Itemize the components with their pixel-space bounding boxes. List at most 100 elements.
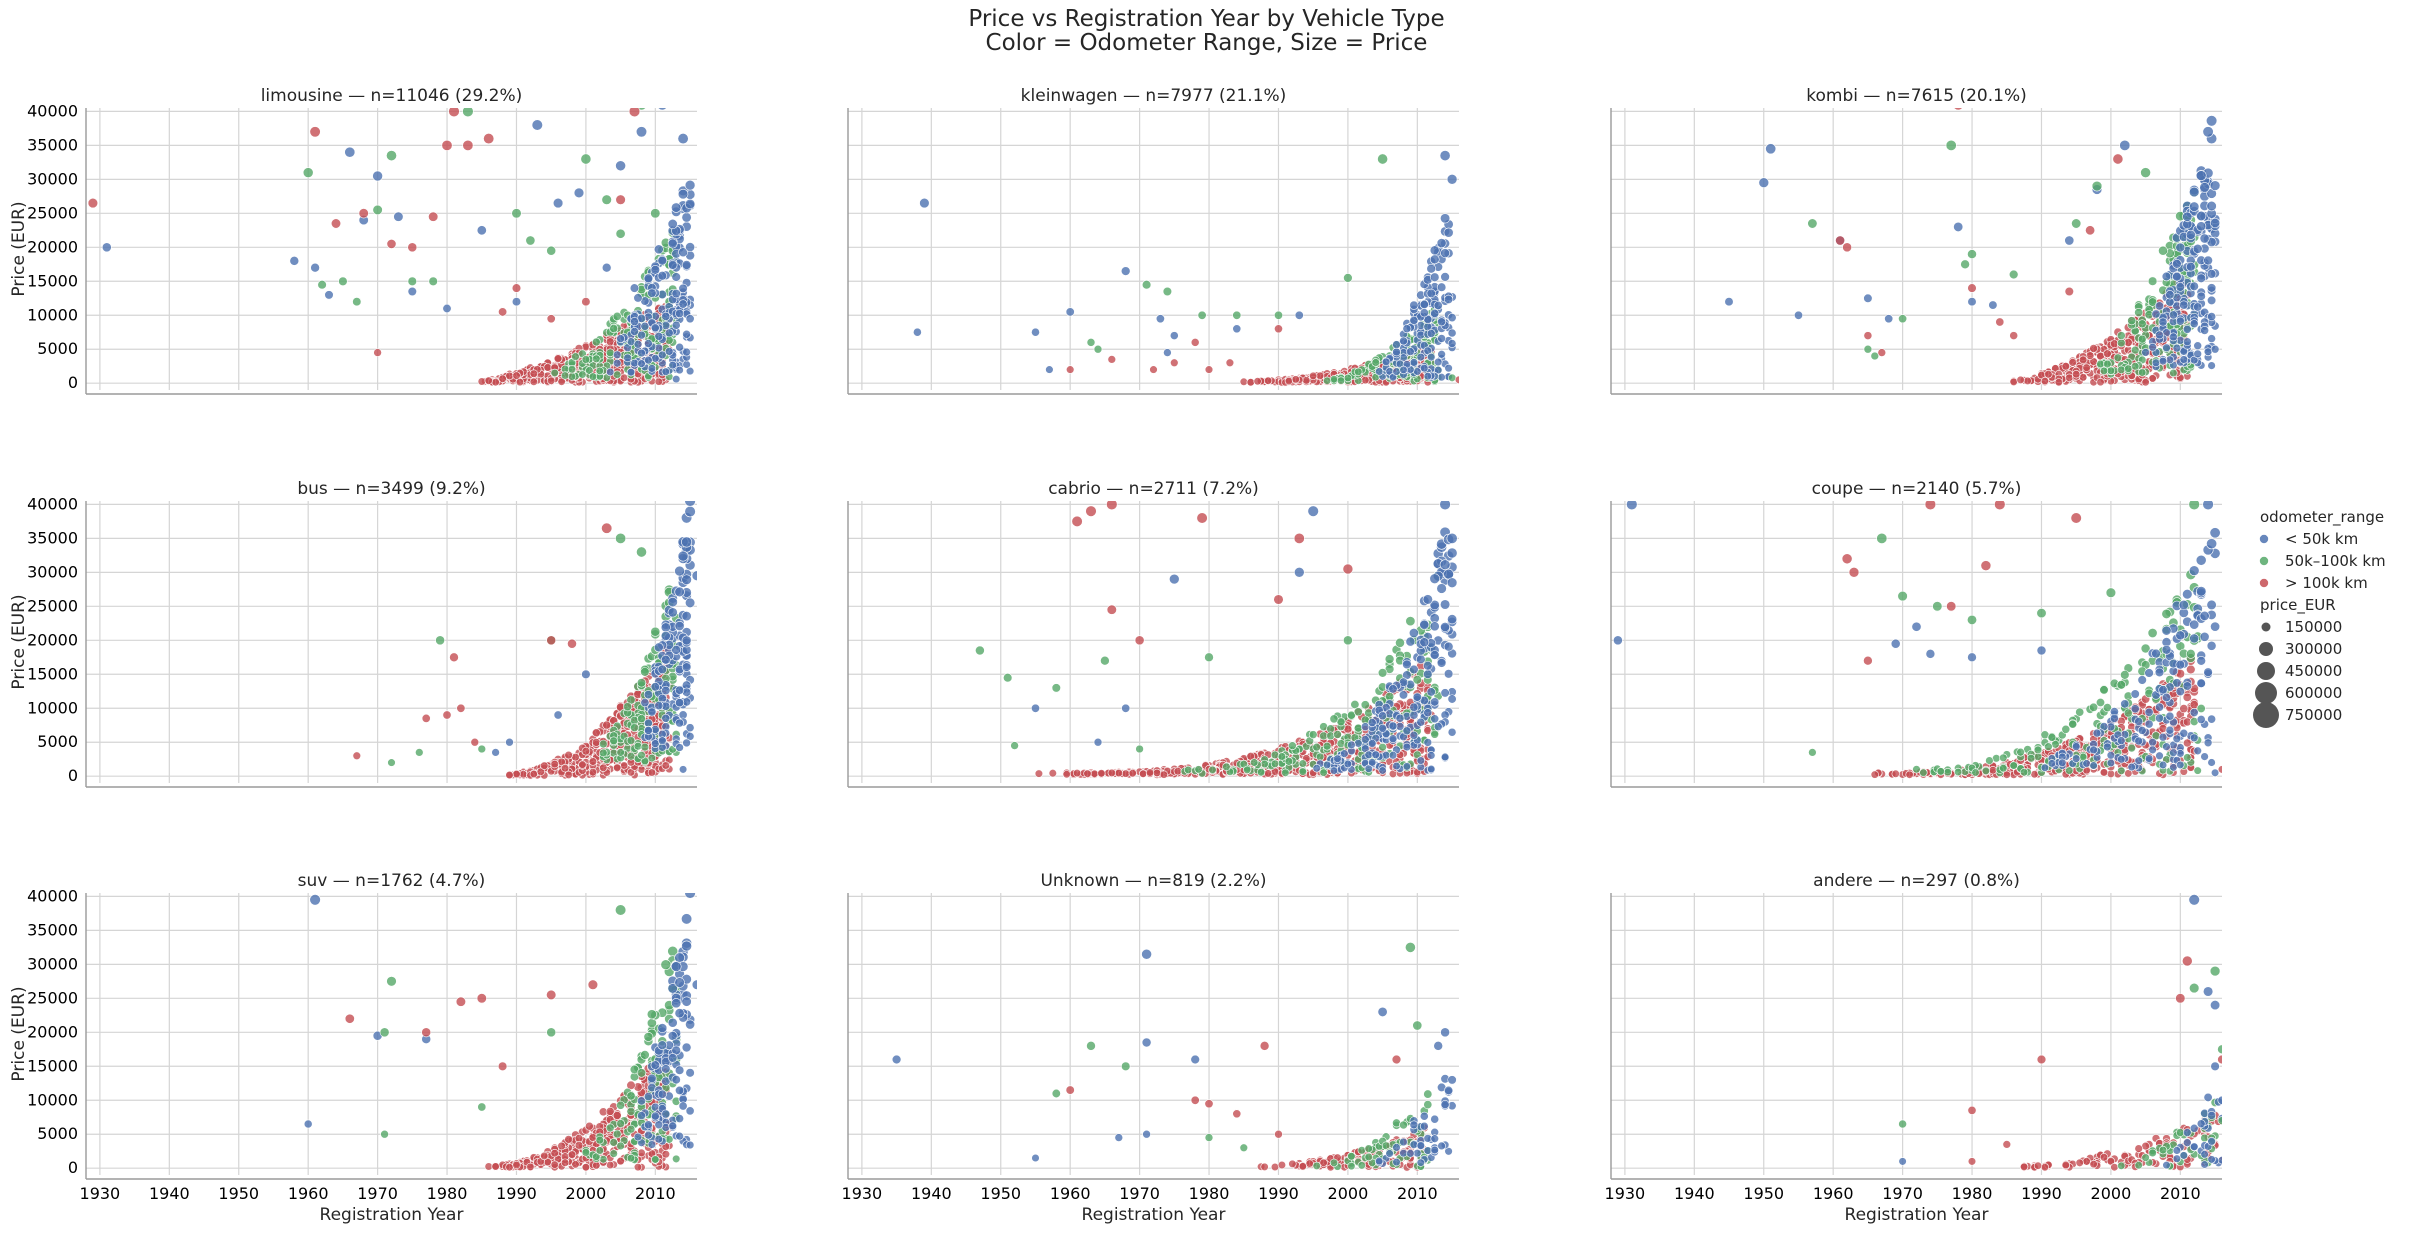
data-point	[101, 242, 112, 253]
data-point	[1440, 272, 1450, 282]
data-point	[581, 746, 591, 756]
data-point	[505, 371, 514, 381]
data-point	[1954, 767, 1963, 777]
data-point	[1307, 505, 1319, 517]
data-point	[1427, 764, 1436, 774]
data-point	[2065, 373, 2074, 382]
data-point	[1065, 307, 1075, 317]
chart-subtitle: Color = Odometer Range, Size = Price	[985, 30, 1428, 56]
data-point	[1429, 245, 1440, 256]
data-point	[601, 262, 612, 273]
data-point	[1239, 377, 1248, 386]
data-point	[372, 170, 383, 182]
data-point	[1097, 769, 1106, 778]
data-point	[1085, 505, 1097, 517]
data-point	[477, 744, 487, 754]
data-point	[681, 212, 692, 223]
data-point	[682, 738, 691, 748]
data-point	[640, 321, 650, 331]
data-point	[667, 260, 678, 270]
data-point	[657, 664, 668, 675]
data-point	[2206, 599, 2217, 611]
data-point	[585, 366, 594, 375]
data-point	[681, 611, 692, 622]
data-point	[1343, 759, 1353, 769]
y-tick-label: 5000	[37, 339, 78, 358]
data-point	[661, 367, 670, 376]
data-point	[1322, 760, 1332, 770]
data-point	[643, 690, 653, 700]
data-point	[636, 546, 647, 558]
data-point	[1794, 310, 1804, 320]
data-point	[2189, 201, 2200, 212]
data-point	[2162, 742, 2171, 751]
data-point	[1360, 700, 1370, 710]
data-point	[1416, 654, 1426, 665]
y-axis-label: Price (EUR)	[9, 201, 29, 296]
data-point	[2096, 377, 2105, 387]
data-point	[1312, 742, 1321, 752]
data-point	[87, 197, 99, 209]
data-point	[435, 635, 445, 646]
data-point	[681, 260, 692, 270]
data-point	[1149, 365, 1158, 374]
data-point	[543, 363, 552, 372]
data-point	[2169, 763, 2178, 772]
data-point	[685, 723, 695, 733]
data-point	[2144, 719, 2154, 729]
data-point	[2054, 378, 2063, 387]
data-point	[1381, 357, 1391, 367]
data-point	[1429, 573, 1440, 584]
data-point	[644, 726, 653, 735]
data-point	[2179, 728, 2189, 738]
data-point	[2175, 242, 2186, 253]
data-point	[1190, 338, 1200, 347]
data-point	[2078, 373, 2088, 382]
data-point	[1010, 741, 1019, 750]
data-point	[2188, 186, 2200, 198]
data-point	[913, 327, 922, 337]
data-point	[2085, 225, 2096, 236]
data-point	[1447, 313, 1457, 323]
data-point	[637, 348, 646, 358]
data-point	[2196, 221, 2207, 232]
data-point	[1439, 150, 1451, 162]
data-point	[1423, 708, 1433, 718]
data-point	[1196, 512, 1208, 524]
data-point	[1288, 741, 1297, 750]
data-point	[505, 737, 514, 747]
data-point	[498, 307, 508, 317]
data-point	[578, 760, 587, 769]
data-point	[1222, 762, 1231, 771]
data-point	[654, 331, 664, 341]
data-point	[2196, 715, 2206, 724]
data-point	[616, 334, 625, 343]
data-point	[1412, 675, 1422, 685]
data-point	[1343, 273, 1353, 283]
data-point	[637, 714, 646, 724]
data-point	[1436, 658, 1447, 668]
data-point	[2026, 753, 2036, 763]
data-point	[626, 736, 636, 745]
data-point	[1995, 317, 2005, 327]
data-point	[1329, 375, 1339, 384]
data-point	[664, 328, 674, 338]
y-tick-label: 25000	[27, 203, 78, 222]
y-tick-label: 0	[68, 373, 78, 392]
data-point	[1447, 339, 1457, 348]
data-point	[421, 713, 431, 723]
data-point	[1419, 637, 1430, 648]
data-point	[1284, 757, 1294, 766]
data-point	[647, 364, 657, 373]
data-point	[2154, 702, 2165, 712]
data-point	[1350, 699, 1360, 710]
data-point	[2148, 374, 2157, 383]
data-point	[1402, 324, 1412, 334]
data-point	[661, 713, 671, 723]
data-point	[477, 377, 486, 386]
data-point	[2199, 233, 2210, 244]
data-point	[619, 373, 629, 382]
data-point	[1093, 737, 1103, 747]
data-point	[628, 108, 641, 118]
data-point	[1945, 139, 1957, 151]
